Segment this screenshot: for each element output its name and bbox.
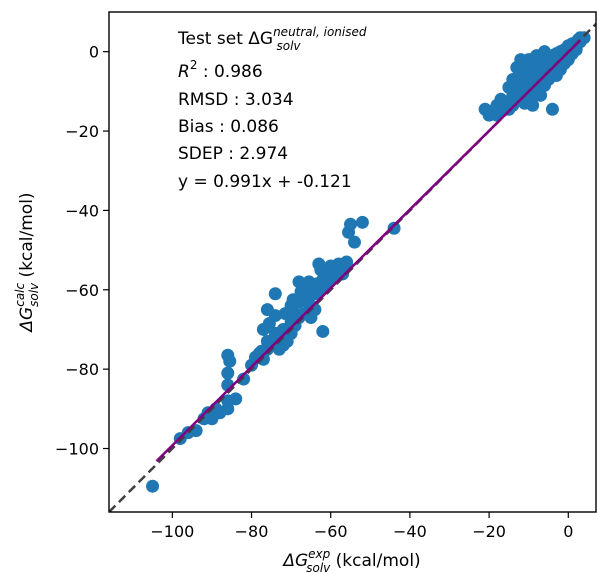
data-point [526, 98, 540, 112]
data-point [494, 92, 508, 106]
annotation-bias: Bias : 0.086 [178, 117, 279, 137]
data-point [538, 45, 552, 59]
annotation-title-sub: solv [277, 39, 302, 53]
data-point [146, 479, 160, 493]
data-point [294, 285, 308, 299]
data-point [229, 392, 243, 406]
y-tick-label: −60 [65, 281, 99, 300]
x-tick-label: 0 [563, 522, 573, 541]
data-point [347, 235, 361, 249]
data-point [577, 31, 591, 45]
data-point [292, 275, 306, 289]
plot-frame [108, 11, 597, 513]
data-point [310, 277, 324, 291]
data-point [534, 88, 548, 102]
y-axis-label: ΔGcalcsolv (kcal/mol) [13, 192, 41, 333]
annotation-r2: R2 : 0.986 [178, 58, 263, 82]
axis-ticks: −100 −80 −60 −40 −20 0 −100 −80 −60 −40 −20 0 [55, 43, 573, 541]
data-point [221, 366, 235, 380]
x-tick-label: −60 [314, 522, 348, 541]
x-tick-label: −100 [150, 522, 194, 541]
y-tick-label: 0 [89, 43, 99, 62]
data-point [314, 263, 328, 277]
data-point [286, 293, 300, 307]
data-point [278, 307, 292, 321]
annotation-title-sup: neutral, ionised [273, 25, 367, 39]
x-axis-label: ΔGexp solv (kcal/mol) [281, 547, 420, 573]
data-point [316, 324, 330, 338]
data-point [268, 309, 282, 323]
annotation-title: Test set ΔGneutral, ionised solv [177, 25, 367, 53]
annotation-rmsd: RMSD : 3.034 [178, 90, 294, 110]
y-tick-label: −40 [65, 201, 99, 220]
x-tick-label: −20 [472, 522, 506, 541]
data-point [387, 221, 401, 235]
data-point [340, 255, 354, 269]
data-point [237, 372, 251, 386]
data-point [506, 72, 520, 86]
data-point [221, 348, 235, 362]
y-tick-label: −80 [65, 360, 99, 379]
fit-line [155, 39, 582, 463]
data-point [344, 217, 358, 231]
x-tick-label: −40 [393, 522, 427, 541]
x-tick-label: −80 [235, 522, 269, 541]
data-point [355, 215, 369, 229]
annotation-equation: y = 0.991x + -0.121 [178, 172, 352, 192]
y-tick-label: −20 [65, 122, 99, 141]
plot-marks [109, 23, 596, 512]
data-point [545, 102, 559, 116]
y-tick-label: −100 [55, 440, 99, 459]
annotation-sdep: SDEP : 2.974 [178, 144, 288, 164]
data-point [256, 352, 270, 366]
data-point [268, 287, 282, 301]
data-point [272, 342, 286, 356]
